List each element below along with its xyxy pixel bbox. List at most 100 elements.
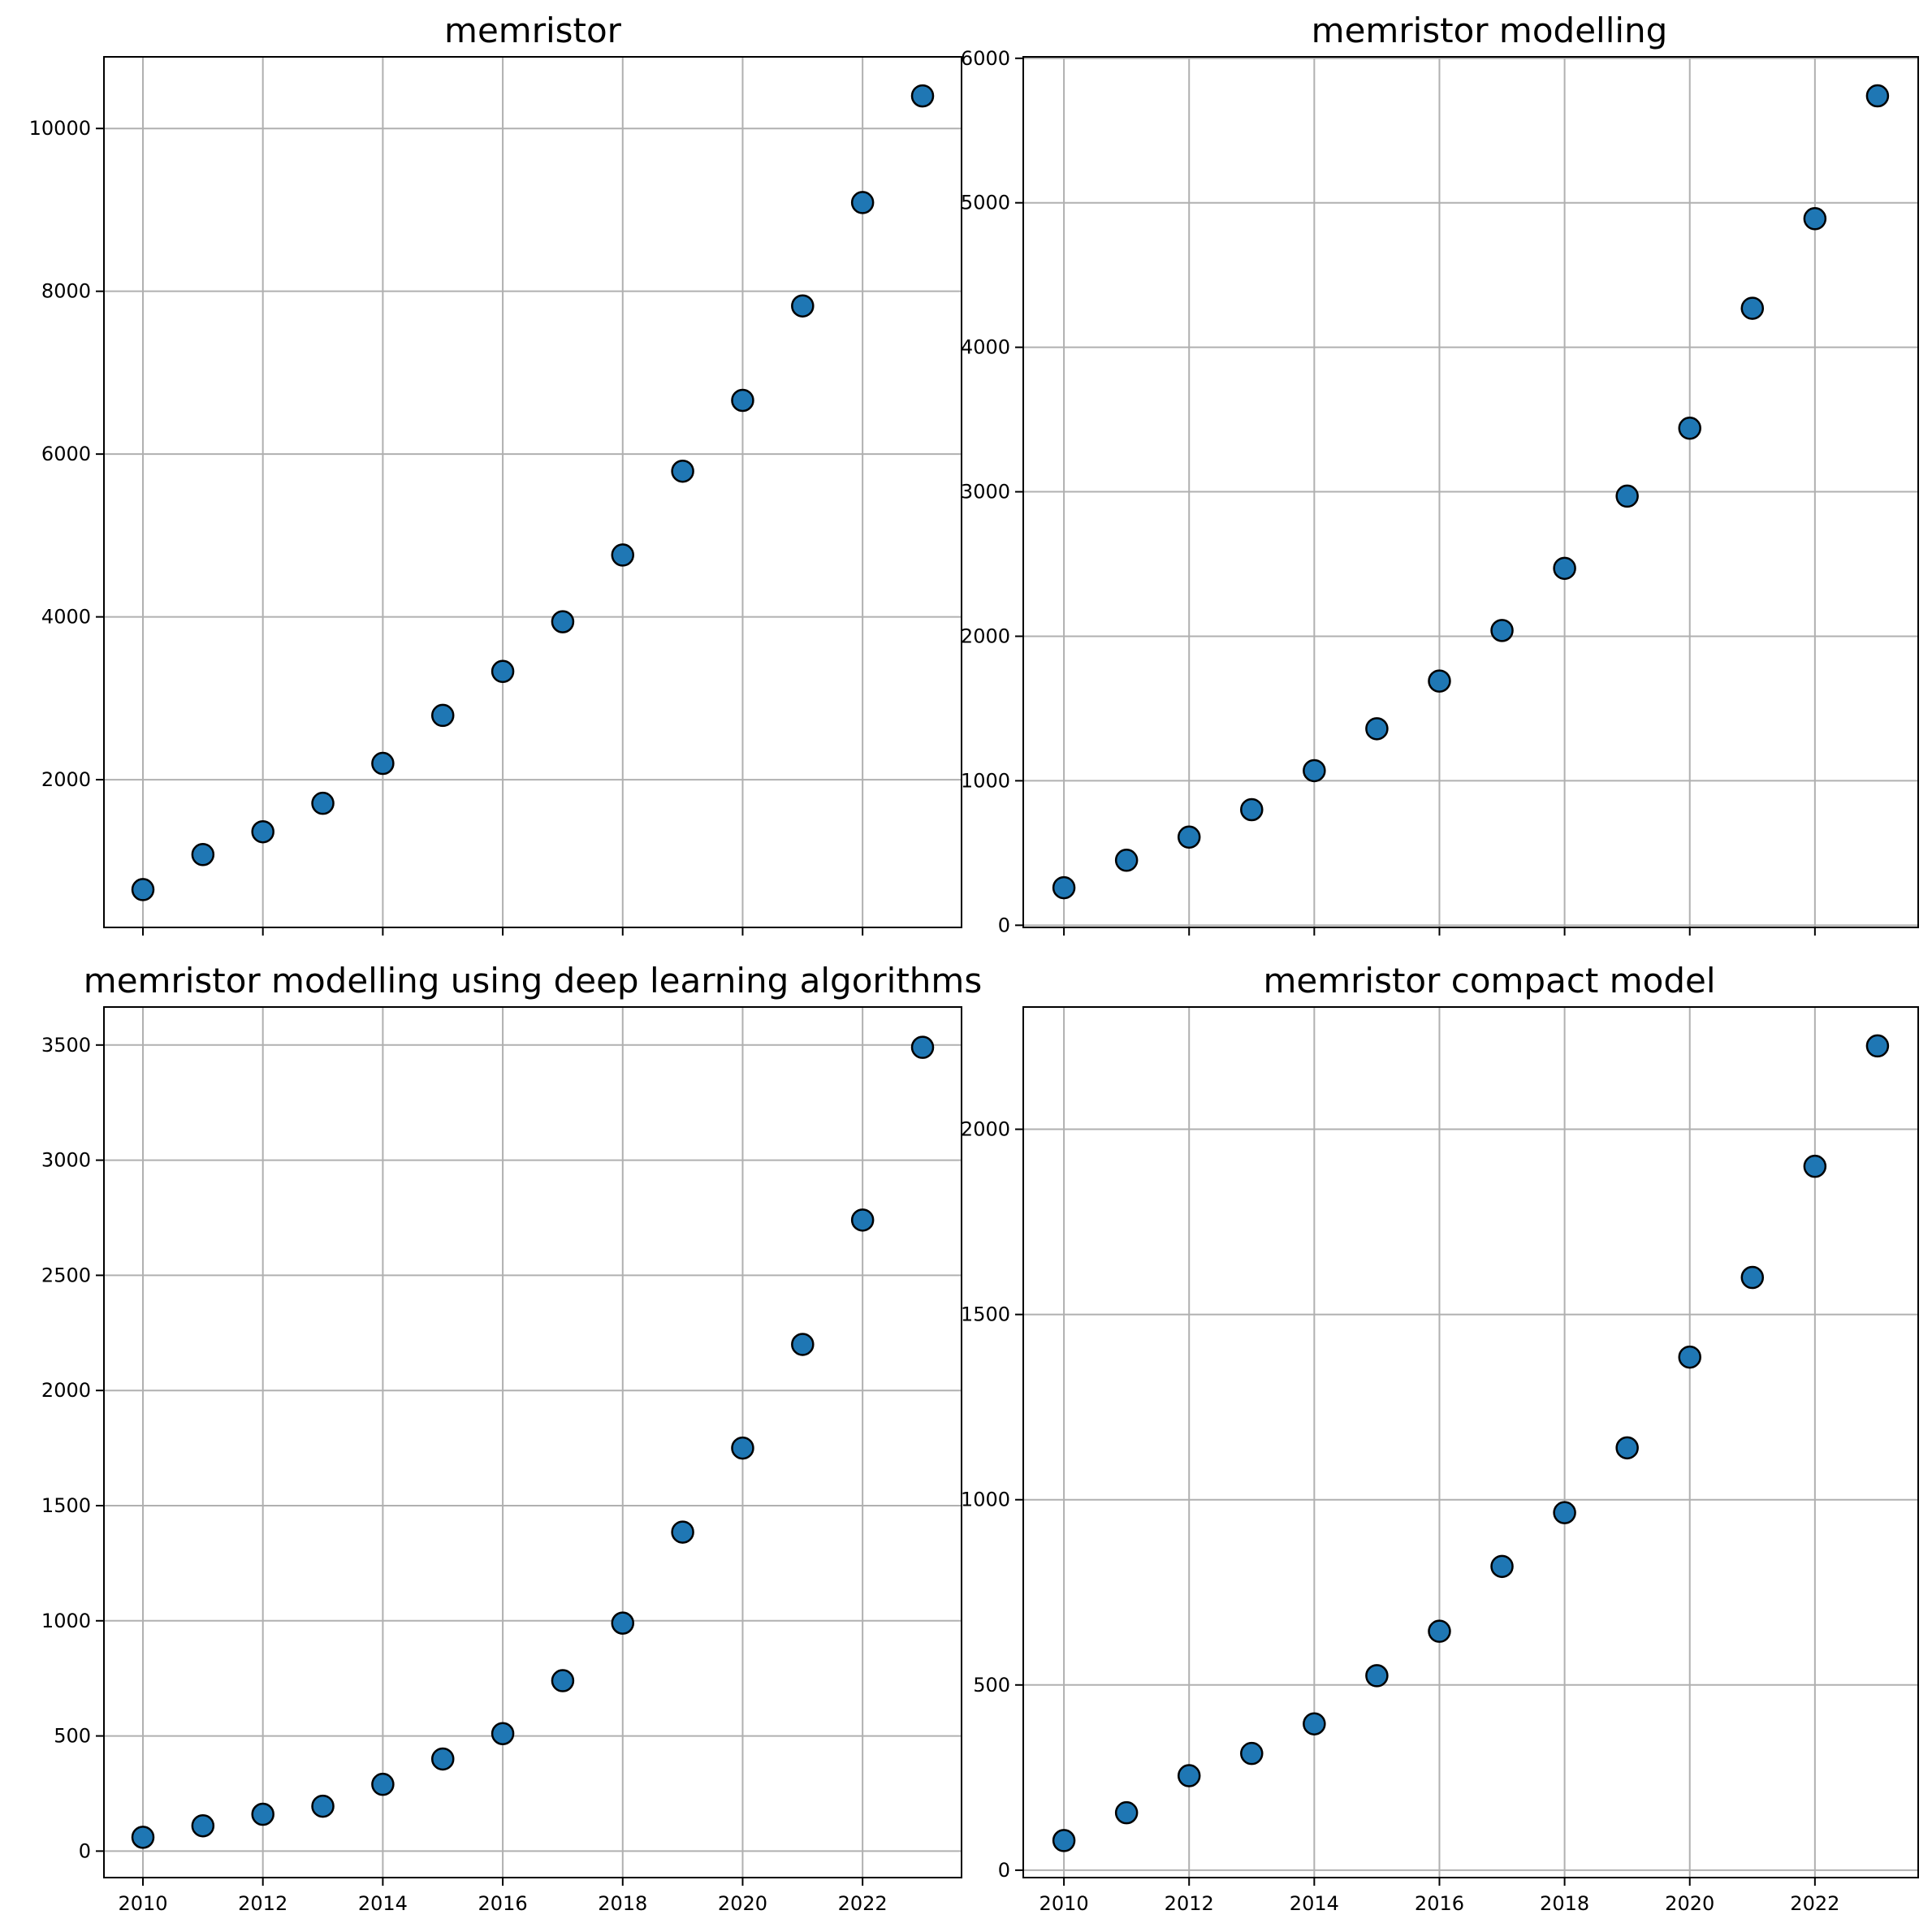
data-point [1740,1265,1765,1290]
x-tick-label: 2022 [838,1892,888,1915]
data-point [1052,875,1076,900]
data-point [251,1802,274,1826]
data-point [791,1333,815,1356]
data-point [551,610,575,633]
y-tick-label: 6000 [961,47,1010,70]
data-point [611,1611,635,1635]
y-tick-label: 1000 [41,1610,91,1632]
data-point [1553,1501,1576,1524]
data-point [850,1208,875,1232]
axes-frame [103,56,962,928]
subplot-memristor: memristor 2000 4000 6000 8000 10000 [29,11,962,936]
data-point [611,543,635,567]
data-point [731,1436,754,1460]
y-tick-label: 0 [79,1839,91,1862]
y-tick-label: 3500 [41,1034,91,1057]
data-point [1803,207,1827,231]
y-tick-label: 2500 [41,1264,91,1286]
data-point [1240,1741,1264,1766]
y-tick-label: 500 [973,1674,1010,1696]
y-tick-label: 3000 [961,481,1010,504]
x-tick-label: 2018 [1540,1892,1589,1915]
y-tick-label: 0 [998,1859,1010,1882]
data-point [1865,84,1890,108]
axes-frame [1022,1006,1919,1878]
subplot-memristor-modelling: memristor modelling 0 1000 2000 3000 4000 500… [961,11,1919,936]
data-point [491,1722,515,1746]
data-point [1177,1764,1201,1787]
data-point [910,84,935,108]
data-point [1553,556,1576,581]
y-tick-label: 0 [998,914,1010,936]
data-point [1114,1800,1139,1825]
x-tick-label: 2010 [1039,1892,1089,1915]
data-point [430,1747,455,1771]
data-point [791,294,815,318]
data-point [1678,1345,1701,1369]
subplot-title: memristor compact model [1263,961,1715,1001]
data-point [1428,669,1451,693]
axes-frame [103,1006,962,1878]
data-point [1490,619,1514,642]
y-tick-label: 1500 [961,1303,1010,1326]
data-point [551,1669,575,1692]
subplot-title: memristor modelling using deep learning … [84,961,982,1001]
data-point [371,751,395,776]
data-point [1114,849,1139,872]
y-tick-label: 3000 [41,1149,91,1172]
data-point [191,843,215,867]
x-tick-label: 2020 [718,1892,767,1915]
x-tick-label: 2014 [1290,1892,1339,1915]
data-point [1240,797,1264,822]
x-tick-label: 2018 [598,1892,647,1915]
data-point [1303,1712,1326,1735]
x-tick-label: 2022 [1790,1892,1839,1915]
data-point [1365,1664,1389,1688]
y-tick-label: 6000 [41,443,91,465]
data-point [1428,1619,1451,1643]
data-point [371,1772,395,1796]
data-point [671,459,694,483]
y-tick-label: 2000 [961,625,1010,647]
data-point [1615,1436,1639,1460]
data-point [671,1520,694,1544]
x-tick-label: 2010 [118,1892,167,1915]
y-tick-label: 2000 [41,1379,91,1402]
data-point [191,1813,215,1838]
data-point [1490,1554,1514,1579]
data-point [1678,417,1701,440]
subplot-memristor-compact-model: memristor compact model 2010 2012 2014 2016… [961,961,1919,1915]
y-tick-label: 1000 [961,1489,1010,1511]
y-tick-label: 1500 [41,1494,91,1517]
y-tick-label: 5000 [961,192,1010,214]
data-point [251,819,274,844]
data-point [1740,296,1765,320]
x-tick-label: 2016 [1415,1892,1464,1915]
x-tick-label: 2020 [1665,1892,1714,1915]
subplot-title: memristor modelling [1312,11,1668,50]
y-tick-label: 10000 [29,117,91,140]
data-point [1177,825,1201,849]
y-tick-label: 500 [54,1725,91,1748]
data-point [1865,1034,1890,1058]
x-tick-label: 2014 [358,1892,408,1915]
y-tick-label: 2000 [41,768,91,791]
x-tick-label: 2012 [1165,1892,1214,1915]
data-point [491,659,515,684]
data-point [1615,484,1639,508]
y-tick-label: 2000 [961,1118,1010,1141]
data-point [850,191,875,214]
data-point [131,878,155,901]
data-point [311,1794,335,1818]
y-tick-label: 8000 [41,280,91,303]
data-point [1365,717,1389,741]
subplot-title: memristor [444,11,622,50]
data-point [311,791,335,815]
y-tick-label: 1000 [961,769,1010,792]
y-tick-label: 4000 [961,336,1010,359]
x-tick-label: 2012 [238,1892,287,1915]
data-point [1303,759,1326,783]
data-point [731,388,754,413]
subplot-memristor-modelling-deep-learning: memristor modelling using deep learning … [41,961,982,1915]
